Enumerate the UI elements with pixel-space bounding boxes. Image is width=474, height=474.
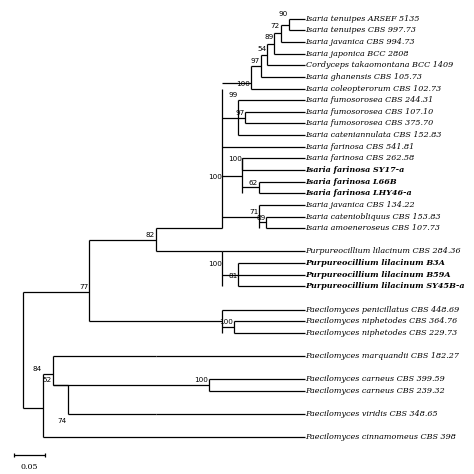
- Text: 71: 71: [249, 209, 258, 215]
- Text: Paecilomyces niphetodes CBS 229.73: Paecilomyces niphetodes CBS 229.73: [306, 329, 458, 337]
- Text: Purpureocillium lilacinum B59A: Purpureocillium lilacinum B59A: [306, 271, 451, 279]
- Text: 81: 81: [228, 273, 237, 279]
- Text: 62: 62: [249, 180, 258, 186]
- Text: Paecilomyces carneus CBS 399.59: Paecilomyces carneus CBS 399.59: [306, 375, 446, 383]
- Text: Paecilomyces marquandii CBS 182.27: Paecilomyces marquandii CBS 182.27: [306, 352, 460, 360]
- Text: 100: 100: [194, 377, 209, 383]
- Text: Isaria farinosa L66B: Isaria farinosa L66B: [306, 178, 397, 186]
- Text: 90: 90: [279, 11, 288, 17]
- Text: Isaria ghanensis CBS 105.73: Isaria ghanensis CBS 105.73: [306, 73, 423, 81]
- Text: Paecilomyces viridis CBS 348.65: Paecilomyces viridis CBS 348.65: [306, 410, 438, 418]
- Text: Isaria farinosa CBS 541.81: Isaria farinosa CBS 541.81: [306, 143, 415, 151]
- Text: 89: 89: [256, 215, 265, 220]
- Text: Isaria cateniobliquus CBS 153.83: Isaria cateniobliquus CBS 153.83: [306, 212, 441, 220]
- Text: Isaria javanica CBS 994.73: Isaria javanica CBS 994.73: [306, 38, 415, 46]
- Text: 100: 100: [208, 261, 222, 267]
- Text: Isaria farinosa CBS 262.58: Isaria farinosa CBS 262.58: [306, 155, 415, 163]
- Text: Purpureocillium lilacinum CBS 284.36: Purpureocillium lilacinum CBS 284.36: [306, 247, 461, 255]
- Text: Paecilomyces niphetodes CBS 364.76: Paecilomyces niphetodes CBS 364.76: [306, 317, 458, 325]
- Text: 100: 100: [236, 81, 250, 87]
- Text: Cordyceps takaomontana BCC 1409: Cordyceps takaomontana BCC 1409: [306, 61, 453, 69]
- Text: Isaria amoeneroseus CBS 107.73: Isaria amoeneroseus CBS 107.73: [306, 224, 441, 232]
- Text: Isaria coleopterorum CBS 102.73: Isaria coleopterorum CBS 102.73: [306, 84, 442, 92]
- Text: Isaria fumosorosea CBS 375.70: Isaria fumosorosea CBS 375.70: [306, 119, 434, 128]
- Text: Isaria japonica BCC 2808: Isaria japonica BCC 2808: [306, 50, 409, 58]
- Text: Isaria tenuipes ARSEF 5135: Isaria tenuipes ARSEF 5135: [306, 15, 420, 23]
- Text: 99: 99: [228, 92, 237, 99]
- Text: 89: 89: [264, 34, 273, 40]
- Text: Isaria javanica CBS 134.22: Isaria javanica CBS 134.22: [306, 201, 415, 209]
- Text: 97: 97: [251, 58, 260, 64]
- Text: 54: 54: [257, 46, 266, 52]
- Text: 72: 72: [271, 23, 280, 29]
- Text: Isaria fumosorosea CBS 244.31: Isaria fumosorosea CBS 244.31: [306, 96, 434, 104]
- Text: Paecilomyces carneus CBS 239.32: Paecilomyces carneus CBS 239.32: [306, 387, 446, 395]
- Text: 100: 100: [219, 319, 233, 325]
- Text: 97: 97: [235, 110, 245, 116]
- Text: 0.05: 0.05: [21, 463, 38, 471]
- Text: 100: 100: [228, 156, 242, 163]
- Text: 74: 74: [58, 418, 67, 424]
- Text: Purpureocillium lilacinum B3A: Purpureocillium lilacinum B3A: [306, 259, 446, 267]
- Text: Isaria farinosa LHY46-a: Isaria farinosa LHY46-a: [306, 189, 412, 197]
- Text: 77: 77: [80, 284, 89, 291]
- Text: 100: 100: [208, 174, 222, 180]
- Text: 52: 52: [43, 377, 52, 383]
- Text: Purpureocillium lilacinum SY45B-a: Purpureocillium lilacinum SY45B-a: [306, 283, 465, 290]
- Text: Isaria tenuipes CBS 997.73: Isaria tenuipes CBS 997.73: [306, 27, 417, 35]
- Text: Isaria cateniannulata CBS 152.83: Isaria cateniannulata CBS 152.83: [306, 131, 442, 139]
- Text: Isaria fumosorosea CBS 107.10: Isaria fumosorosea CBS 107.10: [306, 108, 434, 116]
- Text: Paecilomyces cinnamomeus CBS 398: Paecilomyces cinnamomeus CBS 398: [306, 434, 456, 441]
- Text: 84: 84: [33, 366, 42, 372]
- Text: Isaria farinosa SY17-a: Isaria farinosa SY17-a: [306, 166, 405, 174]
- Text: 82: 82: [146, 232, 155, 238]
- Text: Paecilomyces penicillatus CBS 448.69: Paecilomyces penicillatus CBS 448.69: [306, 306, 460, 314]
